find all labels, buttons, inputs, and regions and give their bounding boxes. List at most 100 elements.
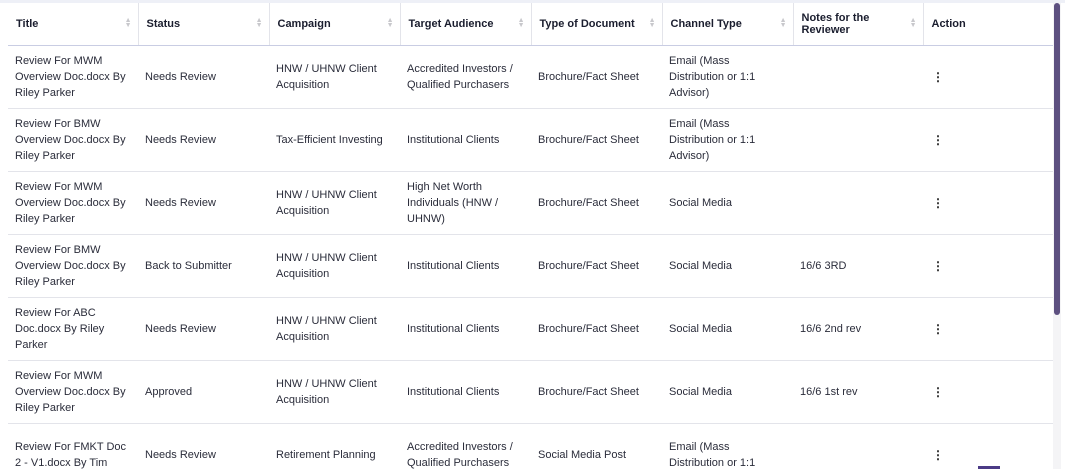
reviews-table-container: Title ▲ ▼ Status ▲ ▼ Campaign ▲ ▼ Target Audience…	[8, 3, 1053, 469]
cell-action: ⋮	[923, 360, 1053, 424]
cell-status: Approved	[138, 360, 269, 424]
kebab-menu-icon[interactable]: ⋮	[932, 69, 944, 84]
cell-campaign: HNW / UHNW Client Acquisition	[269, 45, 400, 109]
sort-icon[interactable]: ▲ ▼	[386, 17, 394, 29]
sort-icon[interactable]: ▲ ▼	[909, 17, 917, 29]
kebab-menu-icon[interactable]: ⋮	[932, 195, 944, 210]
table-row[interactable]: Review For MWM Overview Doc.docx By Rile…	[8, 45, 1053, 109]
cell-notes	[793, 171, 923, 235]
kebab-menu-icon[interactable]: ⋮	[932, 258, 944, 273]
cell-audience: Institutional Clients	[400, 108, 531, 172]
table-row[interactable]: Review For BMW Overview Doc.docx By Rile…	[8, 234, 1053, 298]
top-band	[0, 0, 1065, 3]
table-row[interactable]: Review For ABC Doc.docx By Riley Parker N…	[8, 297, 1053, 361]
cell-notes	[793, 45, 923, 109]
cell-audience: High Net Worth Individuals (HNW / UHNW)	[400, 171, 531, 235]
cell-doc-type: Brochure/Fact Sheet	[531, 108, 662, 172]
cell-channel: Social Media	[662, 360, 793, 424]
column-header-label: Status	[146, 18, 181, 30]
table-row[interactable]: Review For MWM Overview Doc.docx By Rile…	[8, 171, 1053, 235]
cell-audience: Accredited Investors / Qualified Purchas…	[400, 423, 531, 469]
cell-notes	[793, 423, 923, 469]
cell-campaign: Retirement Planning	[269, 423, 400, 469]
cell-status: Needs Review	[138, 423, 269, 469]
cell-action: ⋮	[923, 171, 1053, 235]
cell-title: Review For BMW Overview Doc.docx By Rile…	[8, 234, 138, 298]
sort-icon[interactable]: ▲ ▼	[124, 17, 132, 29]
cell-status: Needs Review	[138, 108, 269, 172]
cell-notes: 16/6 3RD	[793, 234, 923, 298]
cell-doc-type: Brochure/Fact Sheet	[531, 234, 662, 298]
cell-action: ⋮	[923, 45, 1053, 109]
sort-icon[interactable]: ▲ ▼	[255, 17, 263, 29]
column-header-campaign[interactable]: Campaign ▲ ▼	[268, 3, 400, 46]
cell-notes: 16/6 1st rev	[793, 360, 923, 424]
cell-status: Needs Review	[138, 171, 269, 235]
cell-channel: Social Media	[662, 234, 793, 298]
kebab-menu-icon[interactable]: ⋮	[932, 384, 944, 399]
cell-title: Review For ABC Doc.docx By Riley Parker	[8, 297, 138, 361]
column-header-label: Notes for the Reviewer	[801, 12, 870, 36]
table-row[interactable]: Review For MWM Overview Doc.docx By Rile…	[8, 360, 1053, 424]
cell-action: ⋮	[923, 234, 1053, 298]
vertical-scrollbar[interactable]	[1053, 3, 1061, 469]
kebab-menu-icon[interactable]: ⋮	[932, 132, 944, 147]
cell-doc-type: Brochure/Fact Sheet	[531, 45, 662, 109]
column-header-label: Channel Type	[670, 18, 742, 30]
cell-campaign: HNW / UHNW Client Acquisition	[269, 360, 400, 424]
cell-channel: Social Media	[662, 297, 793, 361]
cell-doc-type: Social Media Post	[531, 423, 662, 469]
cell-audience: Institutional Clients	[400, 297, 531, 361]
cell-channel: Email (Mass Distribution or 1:1 Advisor)	[662, 45, 793, 109]
cell-audience: Accredited Investors / Qualified Purchas…	[400, 45, 531, 109]
cell-doc-type: Brochure/Fact Sheet	[531, 297, 662, 361]
table-header-row: Title ▲ ▼ Status ▲ ▼ Campaign ▲ ▼ Target Audience…	[8, 3, 1053, 46]
cell-notes	[793, 108, 923, 172]
column-header-target-audience[interactable]: Target Audience ▲ ▼	[399, 3, 531, 46]
cell-audience: Institutional Clients	[400, 360, 531, 424]
cell-channel: Email (Mass Distribution or 1:1	[662, 423, 793, 469]
scrollbar-thumb[interactable]	[1054, 3, 1060, 315]
column-header-notes-for-the-reviewer[interactable]: Notes for the Reviewer ▲ ▼	[792, 3, 923, 46]
column-header-label: Campaign	[277, 18, 331, 30]
column-header-label: Type of Document	[539, 18, 635, 30]
cell-campaign: HNW / UHNW Client Acquisition	[269, 297, 400, 361]
cell-doc-type: Brochure/Fact Sheet	[531, 360, 662, 424]
cell-title: Review For MWM Overview Doc.docx By Rile…	[8, 171, 138, 235]
table-row[interactable]: Review For FMKT Doc 2 - V1.docx By Tim Ne…	[8, 423, 1053, 469]
table-row[interactable]: Review For BMW Overview Doc.docx By Rile…	[8, 108, 1053, 172]
column-header-action: Action	[922, 3, 1053, 46]
cell-status: Needs Review	[138, 45, 269, 109]
cell-audience: Institutional Clients	[400, 234, 531, 298]
cell-action: ⋮	[923, 423, 1053, 469]
cell-campaign: HNW / UHNW Client Acquisition	[269, 171, 400, 235]
cell-notes: 16/6 2nd rev	[793, 297, 923, 361]
cell-campaign: Tax-Efficient Investing	[269, 108, 400, 172]
sort-icon[interactable]: ▲ ▼	[648, 17, 656, 29]
column-header-label: Action	[931, 18, 966, 30]
cell-doc-type: Brochure/Fact Sheet	[531, 171, 662, 235]
cell-channel: Email (Mass Distribution or 1:1 Advisor)	[662, 108, 793, 172]
cell-channel: Social Media	[662, 171, 793, 235]
column-header-label: Title	[16, 18, 39, 30]
column-header-label: Target Audience	[408, 18, 494, 30]
reviews-table: Title ▲ ▼ Status ▲ ▼ Campaign ▲ ▼ Target Audience…	[8, 3, 1053, 469]
pagination-indicator[interactable]	[978, 466, 1000, 469]
sort-icon[interactable]: ▲ ▼	[517, 17, 525, 29]
column-header-type-of-document[interactable]: Type of Document ▲ ▼	[530, 3, 662, 46]
kebab-menu-icon[interactable]: ⋮	[932, 447, 944, 462]
column-header-status[interactable]: Status ▲ ▼	[137, 3, 269, 46]
column-header-channel-type[interactable]: Channel Type ▲ ▼	[661, 3, 793, 46]
kebab-menu-icon[interactable]: ⋮	[932, 321, 944, 336]
cell-action: ⋮	[923, 108, 1053, 172]
cell-action: ⋮	[923, 297, 1053, 361]
cell-title: Review For FMKT Doc 2 - V1.docx By Tim	[8, 423, 138, 469]
cell-title: Review For MWM Overview Doc.docx By Rile…	[8, 45, 138, 109]
column-header-title[interactable]: Title ▲ ▼	[8, 3, 138, 46]
cell-status: Needs Review	[138, 297, 269, 361]
cell-status: Back to Submitter	[138, 234, 269, 298]
sort-icon[interactable]: ▲ ▼	[779, 17, 787, 29]
cell-title: Review For BMW Overview Doc.docx By Rile…	[8, 108, 138, 172]
cell-campaign: HNW / UHNW Client Acquisition	[269, 234, 400, 298]
cell-title: Review For MWM Overview Doc.docx By Rile…	[8, 360, 138, 424]
